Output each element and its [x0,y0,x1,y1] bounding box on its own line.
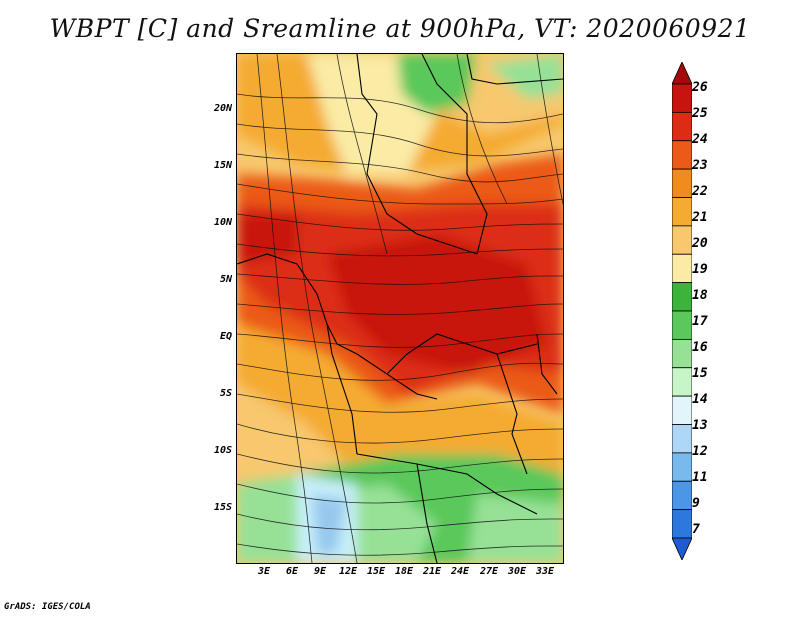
colorbar-segment [672,367,692,397]
colorbar-label: 23 [692,158,708,173]
colorbar-segment [672,197,692,227]
colorbar-label: 15 [692,366,708,381]
colorbar-label: 9 [692,496,700,511]
colorbar-label: 24 [692,132,708,147]
colorbar-label: 22 [692,184,708,199]
colorbar-segment [672,424,692,454]
wbpt-field [237,54,563,563]
colorbar-segment [672,168,692,198]
lon-label: 18E [394,566,414,577]
lon-label: 33E [535,566,555,577]
colorbar-segment [672,140,692,170]
colorbar-segment [672,395,692,425]
colorbar-label: 19 [692,262,708,277]
colorbar-segment [672,83,692,113]
colorbar-label: 21 [692,210,708,225]
lon-label: 3E [257,566,271,577]
streamlines [237,54,563,563]
colorbar-segment [672,310,692,340]
lon-label: 6E [285,566,299,577]
colorbar-label: 14 [692,392,708,407]
lat-label: 10S [213,445,232,456]
colorbar-label: 18 [692,288,708,303]
colorbar-segment [672,62,692,85]
chart-title: WBPT [C] and Sreamline at 900hPa, VT: 20… [49,14,751,43]
colorbar-label: 26 [692,80,708,95]
lat-label: 5N [219,274,232,285]
lat-label: 5S [219,388,232,399]
lat-label: 15S [213,502,232,513]
colorbar-label: 25 [692,106,708,121]
boundaries [237,54,563,563]
colorbar-label: 13 [692,418,708,433]
colorbar-segment [672,282,692,312]
lat-label: 15N [213,160,232,171]
lon-label: 21E [422,566,442,577]
colorbar-label: 16 [692,340,708,355]
colorbar-label: 17 [692,314,708,329]
colorbar-segment [672,338,692,369]
colorbar-segment [672,509,692,539]
wbpt-map [236,53,564,564]
colorbar-label: 12 [692,444,708,459]
colorbar-label: 7 [692,522,700,537]
colorbar-segment [672,452,692,482]
colorbar-segment [672,480,692,511]
lon-label: 24E [450,566,470,577]
lon-label: 9E [313,566,327,577]
colorbar-segment [672,111,692,142]
credit-text: GrADS: IGES/COLA [4,602,91,612]
lat-label: 10N [213,217,232,228]
lon-label: 27E [479,566,499,577]
lon-label: 12E [338,566,358,577]
colorbar-label: 20 [692,236,708,251]
lat-label: EQ [219,331,232,342]
lon-label: 30E [507,566,527,577]
colorbar-segment [672,537,692,560]
colorbar [672,62,692,560]
colorbar-segment [672,225,692,255]
colorbar-label: 11 [692,470,708,485]
colorbar-segment [672,253,692,284]
lon-label: 15E [366,566,386,577]
lat-label: 20N [213,103,232,114]
